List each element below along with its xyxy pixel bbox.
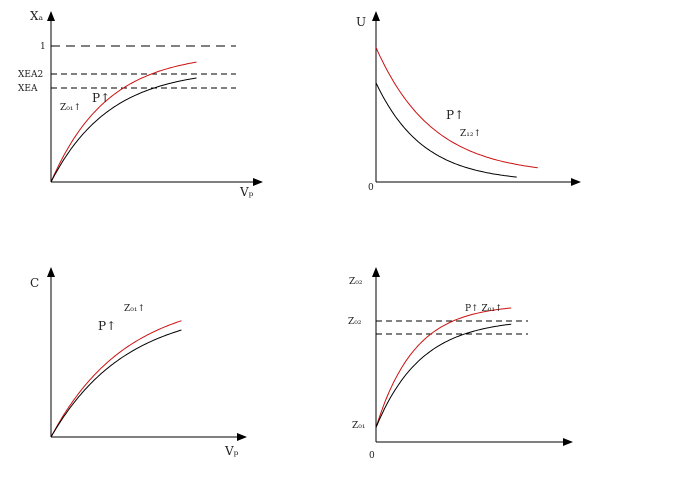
panel-3-x-label: Vₚ [224, 444, 239, 458]
panel-2-series-black [375, 82, 517, 178]
panel-1-ref-label-xea2: XEA2 [18, 70, 43, 80]
panel-4-series-red [375, 307, 512, 428]
panel-1-ref-label-xea: XEA [18, 84, 38, 94]
panel-1-annotation-p: P↑ [92, 91, 110, 105]
panel-4-ref-label-z02: Z₀₂ [348, 317, 362, 327]
panel-3-annotation-z: Z₀₁↑ [124, 304, 145, 314]
panel-1-series-black [50, 77, 197, 183]
panel-2-y-label: U [356, 15, 366, 29]
panel-1-annotation-z: Z₀₁↑ [60, 103, 81, 113]
panel-4-z02: Z₀₂ 0 Z₀₂ Z₀₁ P↑ Z₀₁↑ [348, 267, 573, 461]
panel-3-y-label: C [30, 276, 39, 290]
panel-2-annotation-z: Z₁₂↑ [460, 129, 481, 139]
panel-1-x-label: Vₚ [239, 185, 254, 199]
panel-1-ref-label-1: 1 [40, 42, 46, 52]
panel-3-annotation-p: P↑ [98, 319, 116, 333]
panel-1-xa-vs-vp: Xₐ Vₚ 1 XEA2 XEA P↑ Z₀₁↑ [18, 9, 263, 199]
panel-3-c-vs-vp: C Vₚ Z₀₁↑ P↑ [30, 267, 247, 458]
panel-2-series-red [375, 47, 538, 169]
panel-1-series-red [50, 61, 197, 183]
panel-4-origin-label: 0 [369, 451, 375, 461]
panel-2-u-decay: U 0 P↑ Z₁₂↑ [356, 11, 581, 193]
panel-2-origin-label: 0 [368, 183, 374, 193]
panel-4-annotation-p-z: P↑ Z₀₁↑ [465, 304, 502, 314]
panel-2-annotation-p: P↑ [446, 108, 464, 122]
panel-4-base-label-z01: Z₀₁ [352, 421, 365, 431]
panel-3-series-black [50, 329, 182, 438]
panel-3-series-red [50, 320, 182, 438]
panel-1-y-label: Xₐ [30, 9, 44, 23]
panel-4-y-label: Z₀₂ [349, 277, 363, 287]
panel-4-series-black [375, 323, 512, 428]
